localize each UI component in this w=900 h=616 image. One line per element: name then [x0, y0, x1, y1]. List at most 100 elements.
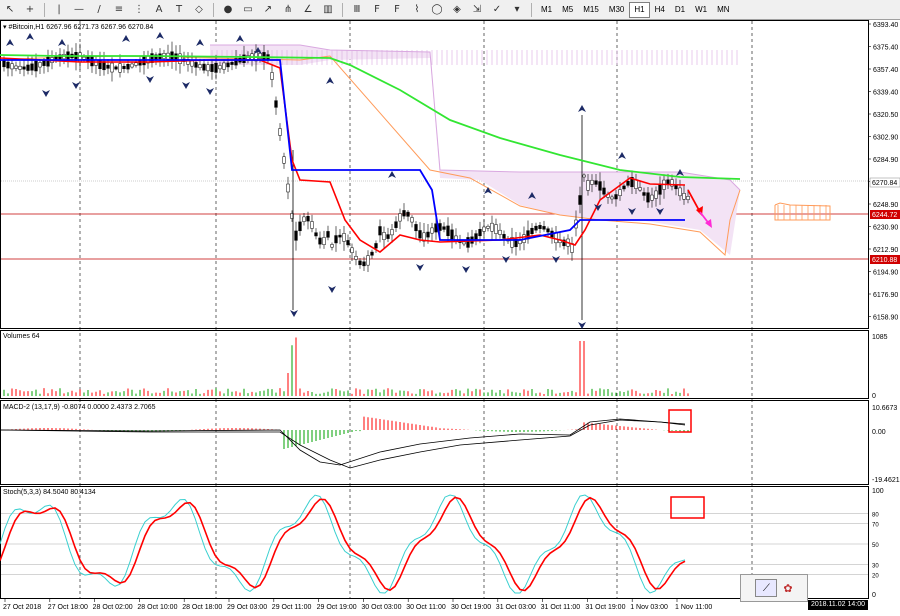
vertical-line-icon[interactable]: |	[57, 4, 61, 15]
stoch-highlight-box	[670, 496, 705, 519]
candle-body	[306, 216, 310, 222]
candle-body	[178, 53, 182, 64]
time-axis[interactable]: 27 Oct 2018 27 Oct 18:00 28 Oct 02:00 28 Oc…	[3, 598, 712, 611]
candle-body	[342, 233, 346, 242]
candle-body	[386, 234, 390, 239]
candle-body	[610, 196, 614, 200]
fractal-up-icon	[236, 35, 244, 42]
thumb-up-icon[interactable]: ✓	[492, 4, 502, 15]
eraser-icon[interactable]: ◈	[453, 4, 461, 15]
cycle-lines-icon[interactable]: Ⅲ	[353, 4, 361, 15]
cursor-icon[interactable]: ↖	[5, 4, 15, 15]
candle-body	[302, 216, 306, 222]
crosshair-icon[interactable]: +	[25, 4, 35, 15]
channel-icon[interactable]: ≡	[114, 4, 124, 15]
fractal-up-icon	[196, 39, 204, 46]
price-label: 6339.40	[873, 90, 898, 97]
candle-body	[90, 56, 94, 67]
candle-body	[22, 66, 26, 70]
arrow-down-tool-icon[interactable]: ⇲	[472, 4, 482, 15]
price-axis[interactable]: 6393.40 6375.40 6357.40 6339.40 6320.50 6302.…	[868, 22, 898, 322]
candle-body	[542, 226, 546, 230]
candle-body	[226, 62, 230, 68]
candle-body	[294, 230, 298, 241]
candle-body	[498, 229, 502, 235]
candle-body	[406, 211, 410, 217]
main-chart-panel[interactable]	[0, 20, 869, 329]
timeframe-h1[interactable]: H1	[629, 1, 650, 18]
rectangle-icon[interactable]: ▭	[243, 4, 253, 15]
emoji-icon[interactable]: ✿	[783, 581, 793, 595]
fractal-up-icon	[156, 32, 164, 39]
circle-tool-icon[interactable]: ◯	[431, 4, 443, 15]
horizontal-line-icon[interactable]: —	[74, 4, 84, 15]
macd-highlight-box	[668, 409, 692, 433]
fibonacci-icon[interactable]: ⋮	[134, 4, 144, 15]
candle-body	[586, 180, 590, 191]
timeframe-m5[interactable]: M5	[562, 5, 574, 14]
chart-canvas[interactable]: ▾ #Bitcoin,H1 6267.96 6271.73 6267.96 62…	[0, 20, 900, 616]
one-click-panel[interactable]: ⟋ ✿	[740, 574, 808, 602]
candle-body	[106, 64, 110, 69]
stochastic-lines	[0, 494, 686, 594]
timeframe-w1[interactable]: W1	[695, 5, 708, 14]
fractal-down-icon	[146, 76, 154, 83]
gann-icon[interactable]: ∠	[303, 4, 313, 15]
stoch-main-line	[0, 494, 686, 594]
fork-icon[interactable]: ⋔	[283, 4, 293, 15]
time-label: 1 Nov 11:00	[675, 604, 712, 611]
timeframe-m1[interactable]: M1	[541, 5, 553, 14]
more-tools-icon[interactable]: ▾	[514, 4, 520, 15]
timeframe-m15[interactable]: M15	[583, 5, 599, 14]
candle-body	[230, 62, 234, 65]
timeframe-m30[interactable]: M30	[608, 5, 625, 14]
time-label: 27 Oct 2018	[3, 604, 41, 611]
candle-body	[510, 237, 514, 248]
trendline-icon[interactable]: /	[97, 4, 101, 15]
label-icon[interactable]: T	[175, 4, 183, 15]
stoch-level-label: 20	[872, 574, 879, 580]
candle-body	[126, 63, 130, 70]
volumes-panel[interactable]	[0, 330, 869, 399]
time-label: 31 Oct 19:00	[585, 604, 625, 611]
fractal-up-icon	[58, 39, 66, 46]
fib-ext-icon[interactable]: F	[394, 4, 400, 15]
text-icon[interactable]: A	[155, 4, 163, 15]
candle-body	[110, 62, 114, 73]
stoch-panel[interactable]	[0, 486, 869, 599]
fractal-down-icon	[416, 264, 424, 271]
fractal-down-icon	[328, 286, 336, 293]
arrow-icon[interactable]: ↗	[263, 4, 273, 15]
timeframe-d1[interactable]: D1	[674, 5, 686, 14]
candle-body	[562, 239, 566, 247]
candle-body	[686, 196, 690, 200]
timeframe-mn[interactable]: MN	[717, 5, 730, 14]
stoch-scale-bottom: 0	[872, 592, 876, 599]
candle-body	[534, 225, 538, 231]
candle-body	[378, 226, 382, 236]
candle-body	[646, 192, 650, 203]
price-label: 6212.90	[873, 247, 898, 254]
timeframe-h4[interactable]: H4	[654, 5, 665, 14]
chart-toolbar: ↖ + | — / ≡ ⋮ A T ◇ ● ▭ ↗ ⋔ ∠ ▥ Ⅲ F F ⌇ ◯ ◈ ⇲ ✓ ▾ M1 M5 M15 M30 H1 H4…	[0, 0, 900, 20]
ellipse-icon[interactable]: ●	[223, 4, 233, 15]
candle-body	[210, 64, 214, 72]
toolbar-separator	[213, 2, 214, 17]
grid-icon[interactable]: ▥	[323, 4, 333, 15]
volumes-scale-top: 1085	[872, 334, 888, 341]
candle-body	[214, 62, 218, 73]
forecast-arrowhead-pink	[705, 219, 712, 228]
shapes-icon[interactable]: ◇	[195, 4, 203, 15]
candle-body	[482, 226, 486, 232]
fractal-down-icon	[182, 82, 190, 89]
candle-body	[34, 60, 38, 72]
fractal-up-icon	[528, 192, 536, 199]
candle-body	[594, 180, 598, 185]
candle-body	[114, 66, 118, 70]
trade-line-icon[interactable]: ⟋	[755, 579, 778, 597]
chart-area[interactable]: ▾ #Bitcoin,H1 6267.96 6271.73 6267.96 62…	[0, 20, 900, 616]
elliott-icon[interactable]: ⌇	[414, 4, 420, 15]
level-2-tag: 6210.88	[872, 257, 897, 264]
candle-body	[278, 128, 282, 136]
fib-text-icon[interactable]: F	[374, 4, 380, 15]
